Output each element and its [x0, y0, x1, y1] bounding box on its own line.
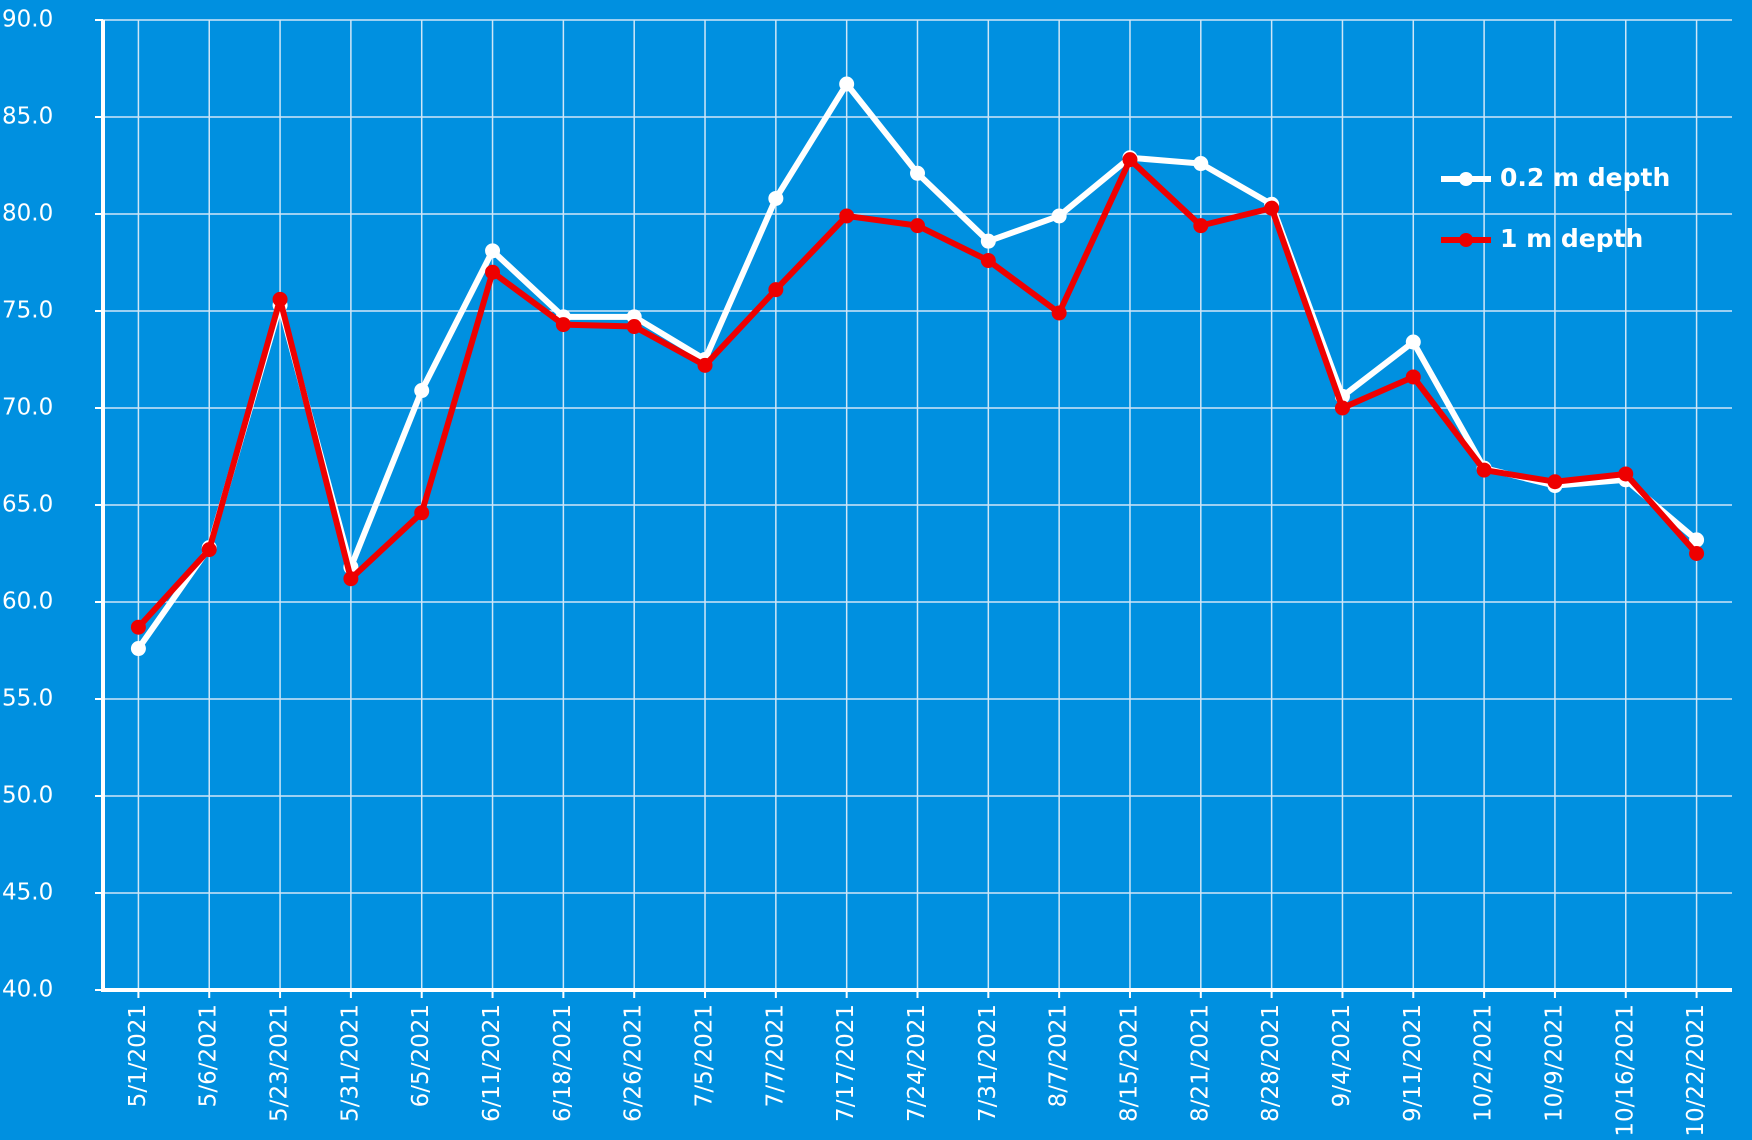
y-tick-label: 75.0 — [2, 298, 53, 324]
y-tick-label: 60.0 — [2, 589, 53, 615]
y-tick-label: 40.0 — [2, 977, 53, 1003]
point — [1689, 546, 1705, 561]
point — [485, 264, 501, 280]
point — [343, 571, 359, 587]
point — [485, 243, 501, 259]
legend-marker — [1459, 233, 1473, 247]
x-tick-label: 8/28/2021 — [1258, 1004, 1284, 1122]
x-tick-label: 5/23/2021 — [267, 1004, 293, 1122]
point — [130, 619, 146, 635]
x-tick-label: 5/6/2021 — [196, 1004, 222, 1107]
point — [768, 282, 784, 298]
point — [1405, 334, 1421, 350]
x-tick-label: 6/18/2021 — [550, 1004, 576, 1122]
point — [272, 291, 288, 307]
legend-marker — [1459, 172, 1473, 186]
x-tick-label: 7/24/2021 — [904, 1004, 930, 1122]
point — [1547, 474, 1563, 490]
point — [839, 76, 855, 92]
x-tick-label: 10/9/2021 — [1541, 1004, 1567, 1122]
point — [768, 190, 784, 206]
x-tick-label: 5/1/2021 — [125, 1004, 151, 1107]
point — [910, 218, 925, 234]
y-tick-label: 70.0 — [2, 395, 53, 421]
x-tick-label: 6/5/2021 — [408, 1004, 434, 1107]
point — [1405, 369, 1421, 385]
x-tick-label: 7/31/2021 — [975, 1004, 1001, 1122]
x-tick-label: 8/7/2021 — [1046, 1004, 1072, 1107]
point — [555, 317, 571, 333]
point — [414, 505, 430, 521]
point — [980, 233, 996, 249]
point — [1264, 200, 1280, 216]
point — [697, 357, 713, 373]
x-tick-label: 10/2/2021 — [1471, 1004, 1497, 1122]
x-tick-label: 6/26/2021 — [621, 1004, 647, 1122]
point — [130, 641, 146, 657]
x-tick-label: 6/11/2021 — [479, 1004, 505, 1122]
point — [1618, 466, 1634, 482]
y-tick-label: 85.0 — [2, 104, 53, 130]
point — [910, 165, 925, 181]
x-tick-label: 10/16/2021 — [1612, 1004, 1638, 1137]
y-tick-label: 80.0 — [2, 201, 53, 227]
x-tick-label: 7/17/2021 — [833, 1004, 859, 1122]
point — [980, 253, 996, 269]
x-tick-label: 7/5/2021 — [692, 1004, 718, 1107]
x-tick-label: 10/22/2021 — [1683, 1004, 1709, 1137]
point — [1193, 218, 1209, 234]
point — [414, 383, 430, 399]
point — [1122, 152, 1138, 168]
legend-label: 0.2 m depth — [1500, 163, 1670, 192]
x-tick-label: 8/21/2021 — [1187, 1004, 1213, 1122]
x-tick-label: 7/7/2021 — [762, 1004, 788, 1107]
point — [839, 208, 855, 224]
x-tick-label: 5/31/2021 — [337, 1004, 363, 1122]
point — [626, 319, 642, 335]
y-tick-label: 45.0 — [2, 880, 53, 906]
y-tick-label: 55.0 — [2, 686, 53, 712]
x-tick-label: 8/15/2021 — [1116, 1004, 1142, 1122]
y-tick-label: 50.0 — [2, 783, 53, 809]
point — [1193, 156, 1209, 172]
point — [201, 542, 217, 558]
point — [1051, 305, 1067, 321]
y-tick-label: 90.0 — [2, 7, 53, 33]
y-tick-label: 65.0 — [2, 492, 53, 518]
x-tick-label: 9/11/2021 — [1400, 1004, 1426, 1122]
point — [1476, 462, 1492, 478]
point — [1051, 208, 1067, 224]
x-tick-label: 9/4/2021 — [1329, 1004, 1355, 1107]
legend-label: 1 m depth — [1500, 224, 1643, 253]
point — [1334, 400, 1350, 416]
